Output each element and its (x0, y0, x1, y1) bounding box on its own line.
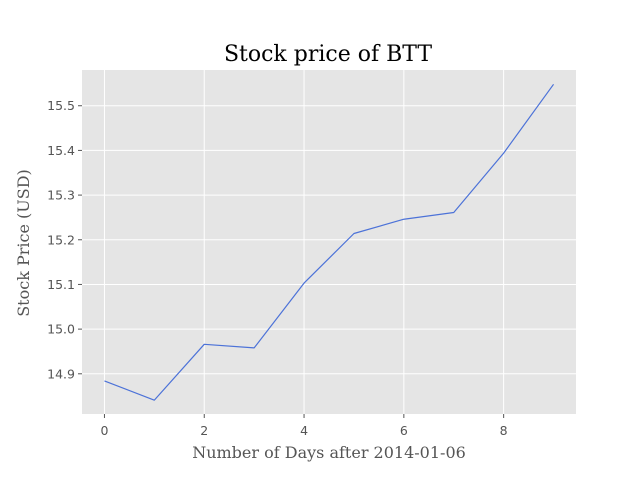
x-tick-label: 0 (100, 423, 108, 438)
x-tick-label: 4 (300, 423, 308, 438)
price-series-line (104, 83, 555, 401)
x-tick-label: 6 (400, 423, 408, 438)
y-tick-label: 15.4 (47, 143, 75, 158)
y-tick-label: 15.2 (47, 232, 75, 247)
chart-title: Stock price of BTT (224, 42, 432, 67)
y-axis-label: Stock Price (USD) (14, 169, 33, 317)
tick-labels: 0 2 4 6 8 14.9 15.0 15.1 15.2 15.3 15.4 15.5 (47, 98, 508, 438)
x-tick-label: 8 (500, 423, 508, 438)
y-tick-label: 15.5 (47, 98, 75, 113)
y-tick-label: 15.1 (47, 277, 75, 292)
x-tick-label: 2 (200, 423, 208, 438)
y-tick-label: 14.9 (47, 366, 75, 381)
grid-lines (82, 70, 576, 414)
plot-area (82, 70, 576, 414)
series-layer (104, 83, 555, 401)
y-tick-label: 15.3 (47, 188, 75, 203)
x-axis-label: Number of Days after 2014-01-06 (192, 443, 466, 462)
y-tick-label: 15.0 (47, 322, 75, 337)
